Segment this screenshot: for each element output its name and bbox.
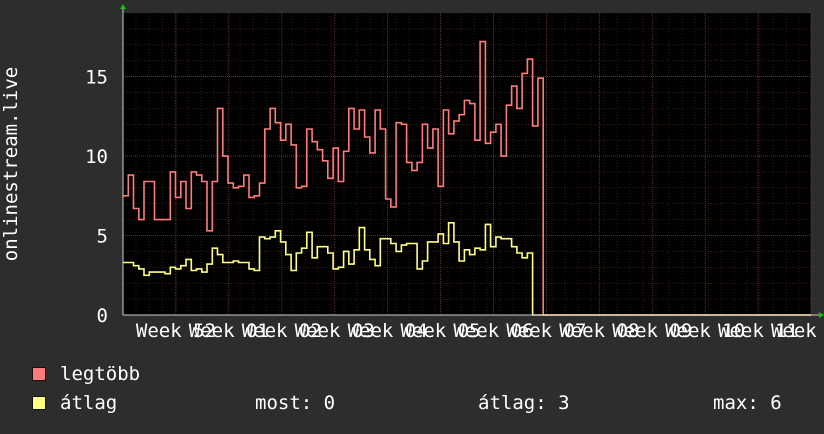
x-tick-label: Week 52 [136, 320, 216, 342]
x-tick-label: Week 02 [242, 320, 322, 342]
y-tick-label: 5 [97, 226, 108, 248]
y-axis-label: onlinestream.live [0, 67, 22, 261]
x-axis-arrow [819, 312, 824, 318]
x-tick-label: Week 11 [718, 320, 798, 342]
x-tick-label: Week 07 [506, 320, 586, 342]
x-tick-label: Week 01 [189, 320, 269, 342]
x-tick-label: Week 10 [665, 320, 745, 342]
x-tick-label: Week 06 [453, 320, 533, 342]
y-axis-arrow [120, 4, 126, 9]
plot-background [123, 13, 811, 315]
x-tick-label: Week 04 [348, 320, 428, 342]
y-tick-label: 0 [97, 305, 108, 327]
x-tick-label: Week 08 [559, 320, 639, 342]
x-tick-label: Week 05 [400, 320, 480, 342]
x-tick-label: Week 09 [612, 320, 692, 342]
x-tick-label: Week 03 [295, 320, 375, 342]
y-tick-label: 10 [85, 146, 108, 168]
x-tick-label: Week 12 [771, 320, 824, 342]
y-tick-label: 15 [85, 67, 108, 89]
